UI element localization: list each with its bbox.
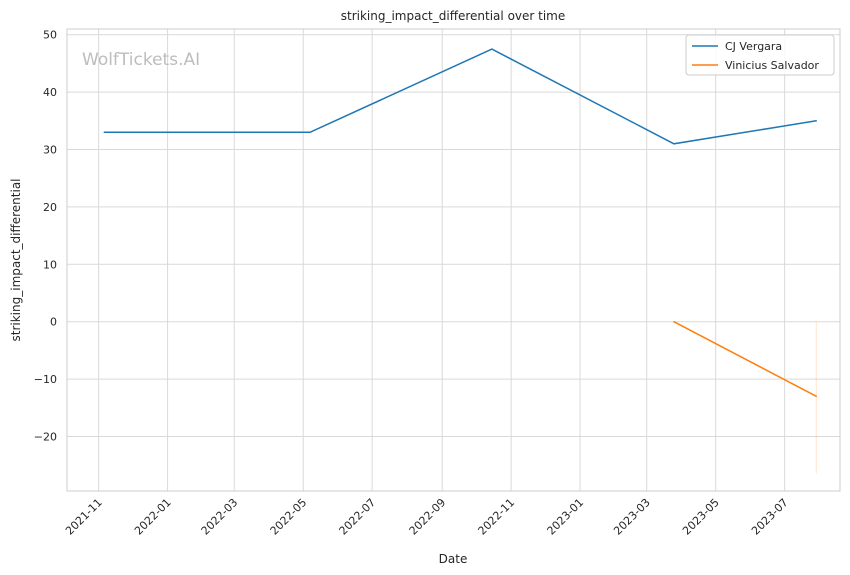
legend-label: CJ Vergara	[725, 40, 782, 53]
plot-frame	[66, 28, 841, 492]
data-point	[815, 120, 818, 122]
y-axis-label: striking_impact_differential	[9, 178, 23, 341]
series-lines	[103, 48, 818, 398]
y-tick-label: −10	[34, 373, 57, 386]
data-point	[673, 320, 675, 323]
legend-label: Vinicius Salvador	[725, 59, 819, 72]
y-tick-label: −20	[34, 430, 57, 443]
data-point	[491, 48, 493, 50]
data-point	[815, 395, 818, 398]
watermark: WolfTickets.AI	[82, 50, 200, 70]
y-tick-label: 10	[43, 258, 57, 271]
legend: CJ Vergara Vinicius Salvador	[685, 34, 835, 76]
y-axis-ticks: −20 −10 0 10 20 30 40 50	[34, 29, 57, 444]
data-point	[309, 131, 311, 134]
data-point	[103, 131, 106, 134]
series-line-2	[673, 321, 817, 397]
chart-title: striking_impact_differential over time	[341, 9, 566, 23]
y-tick-label: 0	[50, 316, 57, 329]
legend-box	[685, 34, 835, 76]
grid-lines	[67, 29, 840, 491]
y-tick-label: 50	[43, 29, 57, 42]
y-tick-label: 40	[43, 86, 57, 99]
x-axis-label: Date	[439, 552, 468, 566]
y-tick-label: 30	[43, 144, 57, 157]
y-tick-label: 20	[43, 201, 57, 214]
data-point	[673, 143, 675, 145]
